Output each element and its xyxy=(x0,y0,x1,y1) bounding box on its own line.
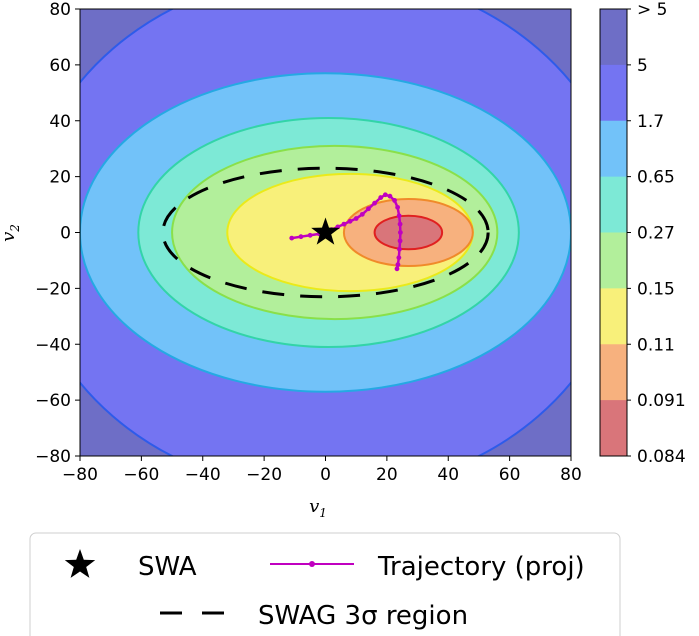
y-tick-label-4: 0 xyxy=(60,224,71,244)
trajectory-point-23 xyxy=(396,255,402,261)
legend: SWA Trajectory (proj) SWAG 3σ region xyxy=(29,532,621,636)
trajectory-point-24 xyxy=(395,262,401,268)
colorbar-label-5: 0.15 xyxy=(637,279,675,299)
colorbar-label-4: 0.27 xyxy=(637,224,675,244)
trajectory-point-10 xyxy=(359,211,365,217)
trajectory-point-2 xyxy=(307,232,313,238)
trajectory-point-16 xyxy=(392,197,397,203)
trajectory-point-1 xyxy=(298,234,304,240)
swa-star-marker xyxy=(311,217,340,245)
x-axis-label: v1 xyxy=(309,496,327,520)
colorbar-segment-7 xyxy=(600,400,627,457)
y-axis-ticks: 80 60 40 20 0 −20 −40 −60 −80 xyxy=(35,0,80,467)
y-tick-label-8: −80 xyxy=(35,447,71,467)
trajectory-point-0 xyxy=(289,235,295,241)
y-tick-label-2: 40 xyxy=(49,112,71,132)
trajectory-point-13 xyxy=(378,195,384,200)
colorbar-segment-4 xyxy=(600,232,627,289)
legend-swa-star-icon xyxy=(64,549,96,578)
y-tick-label-6: −40 xyxy=(35,335,71,355)
y-tick-label-3: 20 xyxy=(49,168,71,188)
y-axis-label: v2 xyxy=(0,224,22,242)
trajectory-point-22 xyxy=(397,246,402,252)
x-tick-label-2: −40 xyxy=(185,465,221,485)
trajectory-point-9 xyxy=(353,216,359,221)
y-tick-label-0: 80 xyxy=(49,0,71,20)
trajectory-point-11 xyxy=(366,206,371,212)
trajectory-point-7 xyxy=(341,221,347,227)
x-tick-label-5: 20 xyxy=(376,465,398,485)
x-tick-label-0: −80 xyxy=(62,465,98,485)
swag-3sigma-region xyxy=(161,166,490,299)
trajectory-point-18 xyxy=(396,213,402,219)
trajectory-point-15 xyxy=(387,193,393,199)
trajectory-point-8 xyxy=(347,218,353,224)
colorbar-segment-6 xyxy=(600,344,627,401)
colorbar-label-3: 0.65 xyxy=(637,168,675,188)
contour-fills xyxy=(80,9,571,456)
trajectory-point-19 xyxy=(397,221,403,227)
x-tick-label-7: 60 xyxy=(499,465,521,485)
trajectory-point-17 xyxy=(395,204,401,210)
trajectory-point-14 xyxy=(382,192,388,198)
colorbar: > 5 5 1.7 0.65 0.27 0.15 0.11 0.091 0.084 xyxy=(599,0,686,467)
y-tick-label-7: −60 xyxy=(35,391,71,411)
y-tick-label-1: 60 xyxy=(49,56,71,76)
plot-overlay xyxy=(161,166,490,299)
legend-frame xyxy=(29,532,621,636)
trajectory-point-20 xyxy=(397,230,403,235)
x-axis-ticks: −80 −60 −40 −20 0 20 40 60 80 xyxy=(62,456,582,485)
legend-trajectory-label: Trajectory (proj) xyxy=(377,552,585,582)
colorbar-segment-3 xyxy=(600,176,627,233)
colorbar-label-8: 0.084 xyxy=(637,447,686,467)
trajectory-point-21 xyxy=(397,238,403,244)
y-tick-label-5: −20 xyxy=(35,279,71,299)
legend-trajectory-marker xyxy=(309,561,315,567)
x-tick-label-4: 0 xyxy=(320,465,331,485)
legend-swag-label: SWAG 3σ region xyxy=(258,601,468,631)
trajectory-point-12 xyxy=(372,200,377,206)
trajectory-point-25 xyxy=(394,266,400,272)
colorbar-label-0: > 5 xyxy=(637,0,667,20)
colorbar-label-1: 5 xyxy=(637,56,648,76)
colorbar-label-2: 1.7 xyxy=(637,112,664,132)
x-tick-label-6: 40 xyxy=(437,465,459,485)
x-tick-label-1: −60 xyxy=(123,465,159,485)
x-tick-label-3: −20 xyxy=(246,465,282,485)
legend-swa-label: SWA xyxy=(138,552,197,582)
contour-level-7 xyxy=(373,214,444,251)
colorbar-segment-1 xyxy=(600,64,627,122)
colorbar-label-7: 0.091 xyxy=(637,391,686,411)
colorbar-segment-0 xyxy=(600,9,627,66)
colorbar-segment-2 xyxy=(600,120,627,178)
colorbar-label-6: 0.11 xyxy=(637,335,675,355)
x-tick-label-8: 80 xyxy=(560,465,582,485)
colorbar-segment-5 xyxy=(600,288,627,345)
